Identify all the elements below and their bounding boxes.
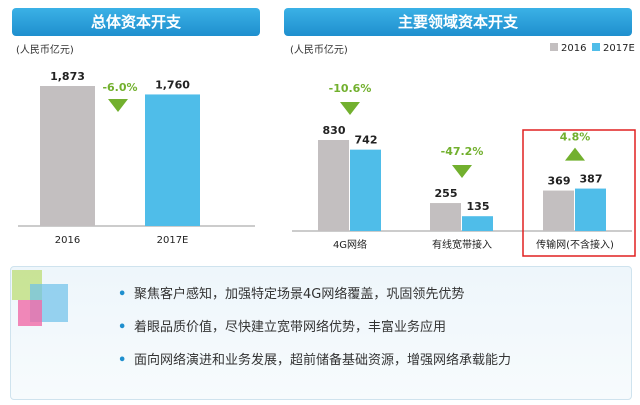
- change-label: -47.2%: [441, 145, 484, 158]
- summary-box: [10, 266, 632, 400]
- down-arrow-icon: [452, 165, 472, 179]
- right-unit-label: (人民币亿元): [290, 45, 348, 56]
- change-label: 4.8%: [560, 131, 591, 144]
- data-label: 135: [467, 200, 490, 213]
- bar-有线宽带接入-2016: [430, 203, 461, 231]
- tick-label: 2017E: [157, 235, 189, 246]
- data-label: 387: [580, 173, 603, 186]
- change-label: -6.0%: [102, 81, 137, 94]
- bar-传输网(不含接入)-2017E: [575, 188, 606, 231]
- tick-label: 2016: [55, 235, 80, 246]
- left-panel-title: 总体资本开支: [12, 8, 260, 36]
- data-label: 369: [548, 175, 571, 188]
- charts-canvas: 1,873 2016 1,760 2017E -6.0% 830 742 4G网络 -10.6%…: [18, 43, 636, 257]
- bar-4G网络-2016: [318, 140, 349, 231]
- up-arrow-icon: [565, 147, 585, 161]
- bullet-item: • 面向网络演进和业务发展，超前储备基础资源，增强网络承载能力: [118, 353, 512, 368]
- bar-有线宽带接入-2017E: [462, 216, 493, 231]
- bullet-item: • 聚焦客户感知，加强特定场景4G网络覆盖，巩固领先优势: [118, 287, 465, 302]
- bullet-text: 着眼品质价值，尽快建立宽带网络优势，丰富业务应用: [134, 320, 447, 335]
- bar-2016: [40, 86, 95, 226]
- data-label: 1,873: [50, 70, 85, 83]
- bar-4G网络-2017E: [350, 149, 381, 231]
- right-panel-title: 主要领域资本开支: [284, 8, 632, 36]
- change-label: -10.6%: [329, 82, 372, 95]
- legend-swatch: [592, 43, 600, 51]
- bullet-text: 聚焦客户感知，加强特定场景4G网络覆盖，巩固领先优势: [134, 287, 465, 302]
- summary-bullets: • 聚焦客户感知，加强特定场景4G网络覆盖，巩固领先优势 • 着眼品质价值，尽快建立…: [118, 285, 511, 384]
- data-label: 255: [435, 187, 458, 200]
- down-arrow-icon: [108, 99, 128, 112]
- bullet-text: 面向网络演进和业务发展，超前储备基础资源，增强网络承载能力: [134, 353, 512, 368]
- bullet-item: • 着眼品质价值，尽快建立宽带网络优势，丰富业务应用: [118, 320, 447, 335]
- down-arrow-icon: [340, 102, 360, 115]
- decor-squares: [12, 270, 82, 340]
- legend-label: 2016: [561, 43, 586, 54]
- highlight-box: [522, 129, 636, 257]
- legend-swatch: [550, 43, 558, 51]
- data-label: 830: [323, 124, 346, 137]
- data-label: 1,760: [155, 78, 190, 91]
- tick-label: 4G网络: [333, 238, 367, 251]
- bar-传输网(不含接入)-2016: [543, 190, 574, 231]
- bar-2017E: [145, 94, 200, 226]
- data-label: 742: [355, 134, 378, 147]
- tick-label: 有线宽带接入: [432, 238, 492, 251]
- left-unit-label: (人民币亿元): [16, 45, 74, 56]
- tick-label: 传输网(不含接入): [536, 238, 614, 251]
- legend-label: 2017E: [603, 43, 635, 54]
